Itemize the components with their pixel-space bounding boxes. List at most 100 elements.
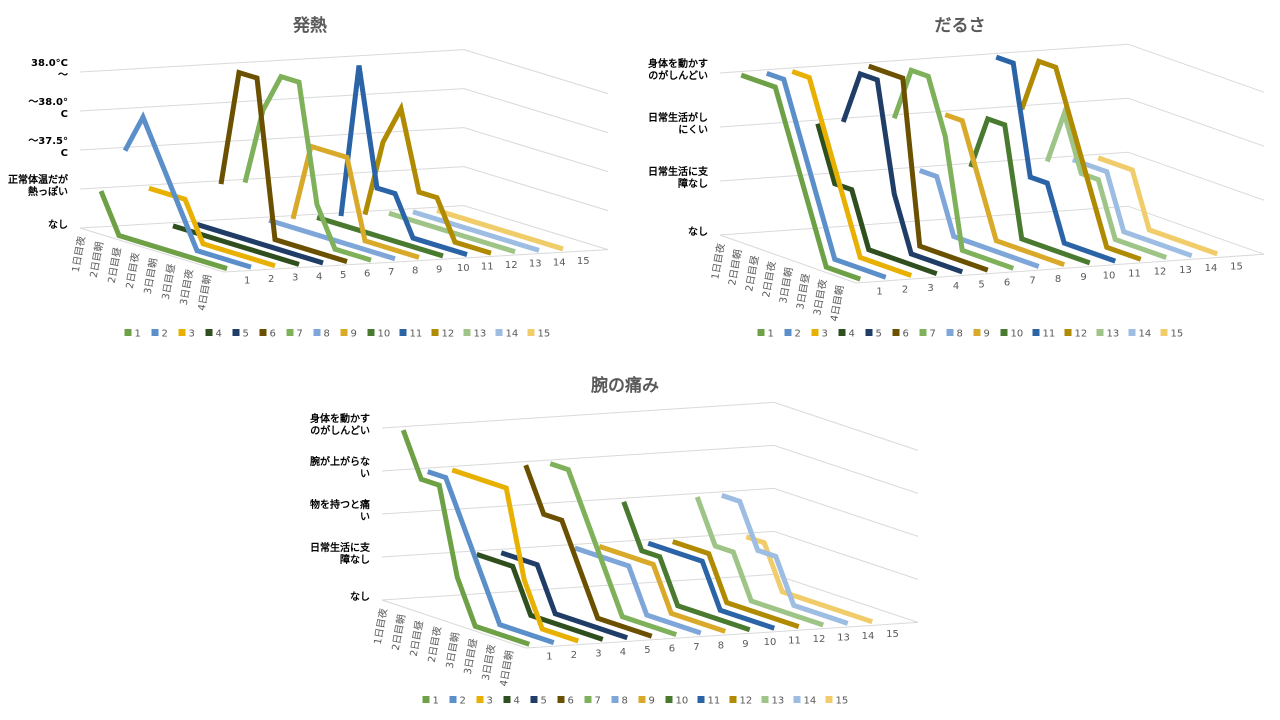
legend-label: 14 <box>1139 329 1152 340</box>
legend-label: 11 <box>1043 329 1056 340</box>
x-tick-label: 3日目朝 <box>777 266 795 304</box>
series-line <box>740 72 862 282</box>
grid-line <box>79 127 609 173</box>
legend-label: 12 <box>740 696 753 707</box>
depth-label: 3 <box>927 283 933 294</box>
legend-swatch <box>340 329 348 336</box>
legend-label: 5 <box>876 329 882 340</box>
y-tick-label: 身体を動かすのがしんどい <box>648 57 708 82</box>
depth-label: 5 <box>978 279 984 290</box>
legend-swatch <box>793 696 801 703</box>
depth-label: 10 <box>457 263 470 274</box>
series-line <box>598 544 727 634</box>
floor-edge <box>79 227 609 273</box>
y-tick-label: なし <box>688 226 708 238</box>
series-line <box>242 73 372 263</box>
depth-label: 11 <box>1128 269 1141 280</box>
depth-label: 4 <box>620 647 626 658</box>
series-line <box>122 111 252 270</box>
series-line <box>218 69 348 264</box>
depth-label: 12 <box>1154 267 1167 278</box>
depth-label: 1 <box>244 276 250 287</box>
legend-swatch <box>973 329 981 336</box>
legend-swatch <box>431 329 439 336</box>
legend-swatch <box>584 696 592 703</box>
depth-label: 13 <box>1179 265 1192 276</box>
legend-swatch <box>946 329 954 336</box>
series-line <box>362 101 492 256</box>
legend-label: 3 <box>487 696 493 707</box>
series-line <box>196 222 324 266</box>
legend-label: 4 <box>849 329 855 340</box>
x-tick-label: 2日目昼 <box>743 254 761 292</box>
legend-swatch <box>449 696 457 703</box>
legend-label: 3 <box>822 329 828 340</box>
legend-label: 2 <box>460 696 466 707</box>
depth-label: 8 <box>718 640 724 651</box>
legend-label: 4 <box>216 329 222 340</box>
x-tick-label: 4日目朝 <box>196 274 214 312</box>
legend-swatch <box>503 696 511 703</box>
series-line <box>867 63 989 273</box>
grid-line <box>719 43 1265 93</box>
legend-label: 15 <box>538 329 551 340</box>
legend-swatch <box>476 696 484 703</box>
x-tick-label: 2日目夜 <box>759 260 778 298</box>
grid-line <box>79 88 609 134</box>
depth-label: 10 <box>1103 270 1116 281</box>
legend-swatch <box>1096 329 1104 336</box>
legend-label: 13 <box>474 329 487 340</box>
series-line <box>995 54 1117 264</box>
legend-label: 8 <box>324 329 330 340</box>
x-tick-label: 2日目朝 <box>726 248 744 286</box>
series-line <box>338 65 468 257</box>
grid-line <box>381 530 919 580</box>
legend-swatch <box>286 329 294 336</box>
legend-swatch <box>1128 329 1136 336</box>
depth-label: 6 <box>1004 278 1010 289</box>
chart-title: だるさ <box>935 16 986 36</box>
depth-label: 10 <box>764 637 777 648</box>
x-tick-label: 3日目夜 <box>177 268 196 306</box>
y-tick-label: 正常体温だが熱っぽい <box>8 173 69 198</box>
depth-label: 8 <box>1055 274 1061 285</box>
depth-label: 2 <box>571 650 577 661</box>
series-line <box>891 67 1015 271</box>
depth-label: 15 <box>577 256 590 267</box>
y-tick-label: 身体を動かすのがしんどい <box>310 412 370 437</box>
y-tick-label: 日常生活がしにくい <box>648 111 708 136</box>
legend-label: 12 <box>1075 329 1088 340</box>
x-tick-label: 2日目朝 <box>390 613 408 651</box>
grid-line <box>719 205 1265 255</box>
legend-label: 6 <box>270 329 276 340</box>
y-tick-label: ～38.0° C <box>28 97 68 120</box>
legend-label: 12 <box>442 329 455 340</box>
legend-label: 2 <box>795 329 801 340</box>
x-tick-label: 3日目夜 <box>479 643 498 681</box>
legend-label: 6 <box>903 329 909 340</box>
legend-label: 2 <box>162 329 168 340</box>
series-line <box>918 168 1040 269</box>
legend-label: 15 <box>1171 329 1184 340</box>
grid-line <box>719 151 1265 201</box>
chart-title: 発熱 <box>292 15 327 36</box>
legend-label: 7 <box>595 696 601 707</box>
legend-label: 1 <box>135 329 141 340</box>
grid-line <box>79 49 609 95</box>
depth-label: 14 <box>862 631 875 642</box>
series-line <box>791 69 913 278</box>
y-tick-label: ～37.5° C <box>28 136 68 159</box>
series-line <box>412 209 540 253</box>
series-line <box>765 70 887 280</box>
depth-label: 9 <box>436 264 442 275</box>
legend-label: 7 <box>297 329 303 340</box>
legend-label: 13 <box>1107 329 1120 340</box>
legend-swatch <box>784 329 792 336</box>
legend-swatch <box>178 329 186 336</box>
legend-swatch <box>530 696 538 703</box>
depth-label: 4 <box>316 271 322 282</box>
depth-label: 9 <box>742 639 748 650</box>
x-tick-label: 2日目夜 <box>123 252 142 290</box>
legend-label: 10 <box>676 696 689 707</box>
